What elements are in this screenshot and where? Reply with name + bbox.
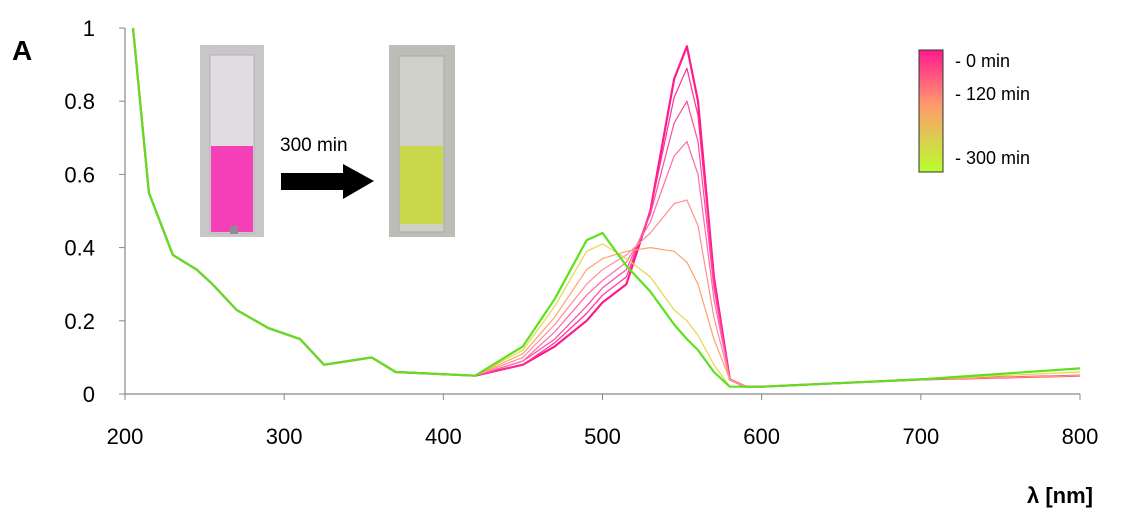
- inset-arrow-label: 300 min: [280, 135, 348, 156]
- legend-label-2: - 300 min: [955, 148, 1030, 168]
- series-line-7: [131, 27, 1081, 388]
- y-tick-label: 0: [83, 382, 95, 407]
- legend-label-1: - 120 min: [955, 84, 1030, 104]
- x-ticks: 200 300 400 500 600 700 800: [107, 394, 1099, 449]
- inset-before-cuvette: [200, 45, 264, 237]
- y-tick-label: 0.4: [64, 236, 95, 261]
- x-tick-label: 600: [743, 424, 780, 449]
- x-axis-title: λ [nm]: [1027, 483, 1093, 508]
- y-tick-label: 0.6: [64, 162, 95, 187]
- legend-label-0: - 0 min: [955, 51, 1010, 71]
- x-tick-label: 500: [584, 424, 621, 449]
- end-solution: [400, 146, 443, 224]
- x-tick-label: 400: [425, 424, 462, 449]
- legend: - 0 min - 120 min - 300 min: [918, 49, 1030, 173]
- y-tick-label: 1: [83, 16, 95, 41]
- start-solution: [211, 146, 253, 232]
- y-axis-title: A: [12, 35, 32, 66]
- inset-arrow: 300 min: [280, 135, 374, 199]
- y-tick-label: 0.8: [64, 89, 95, 114]
- x-tick-label: 800: [1062, 424, 1099, 449]
- y-ticks: 0 0.2 0.4 0.6 0.8 1: [64, 16, 125, 407]
- legend-gradient-bar: [918, 49, 944, 173]
- x-tick-label: 700: [902, 424, 939, 449]
- plot-lines: [131, 27, 1081, 388]
- y-tick-label: 0.2: [64, 309, 95, 334]
- x-tick-label: 200: [107, 424, 144, 449]
- x-tick-label: 300: [266, 424, 303, 449]
- inset-after-cuvette: [389, 45, 455, 237]
